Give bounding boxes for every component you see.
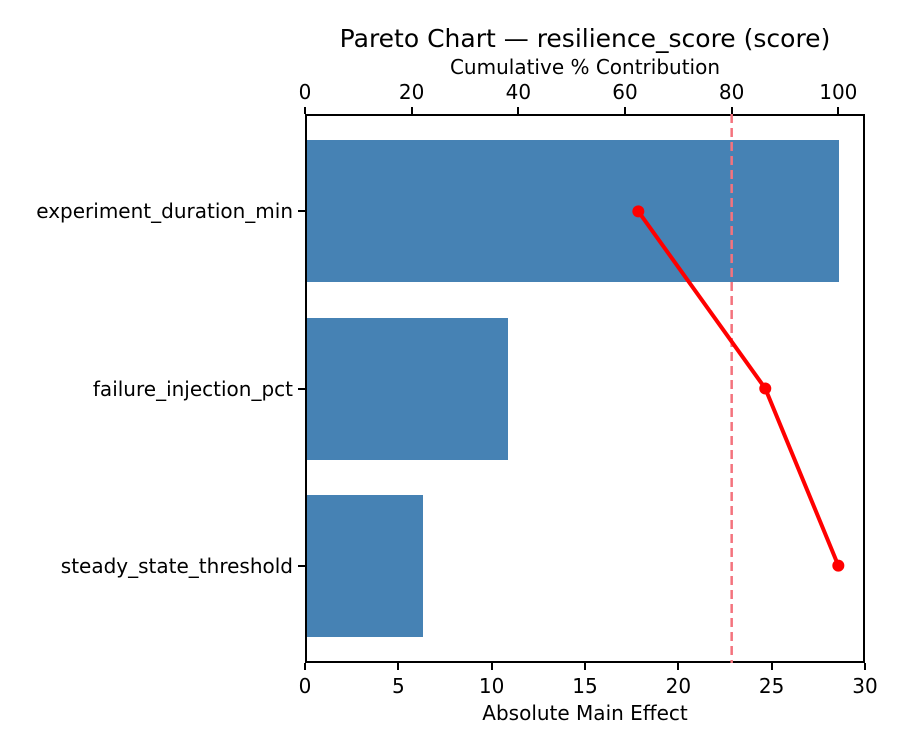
bottom-axis-label: Absolute Main Effect [482,701,688,725]
xtick-mark-top [517,107,520,114]
xtick-mark-top [304,107,306,114]
xtick-mark-top [730,107,733,114]
ytick-label-steady_state_threshold: steady_state_threshold [60,553,293,578]
ytick-mark [298,387,305,390]
bar-steady_state_threshold [306,494,423,637]
ytick-label-experiment_duration_min: experiment_duration_min [36,199,293,224]
xtick-mark-bottom [397,663,400,670]
xtick-label-bottom: 25 [758,674,785,698]
plot-frame [305,114,865,663]
ytick-label-failure_injection_pct: failure_injection_pct [92,376,293,401]
xtick-label-bottom: 0 [298,674,312,698]
xtick-mark-top [837,107,840,114]
xtick-label-bottom: 15 [572,674,598,698]
xtick-label-bottom: 20 [665,674,692,698]
xtick-label-top: 40 [505,80,532,104]
xtick-label-top: 20 [398,80,425,104]
xtick-label-bottom: 5 [391,674,405,698]
xtick-mark-top [624,107,626,114]
xtick-mark-bottom [770,663,773,670]
xtick-label-top: 60 [612,80,638,104]
xtick-mark-bottom [677,663,680,670]
xtick-mark-top [410,107,413,114]
xtick-label-bottom: 10 [478,674,505,698]
xtick-label-top: 80 [718,80,745,104]
xtick-mark-bottom [864,663,866,670]
xtick-label-bottom: 30 [852,674,878,698]
xtick-label-top: 100 [819,80,858,104]
top-axis-label: Cumulative % Contribution [449,55,721,79]
xtick-mark-bottom [584,663,586,670]
xtick-label-top: 0 [298,80,312,104]
xtick-mark-bottom [490,663,493,670]
bar-failure_injection_pct [306,317,509,460]
chart-title: Pareto Chart — resilience_score (score) [339,24,831,53]
xtick-mark-bottom [304,663,306,670]
ytick-mark [298,564,305,567]
ytick-mark [298,210,305,213]
